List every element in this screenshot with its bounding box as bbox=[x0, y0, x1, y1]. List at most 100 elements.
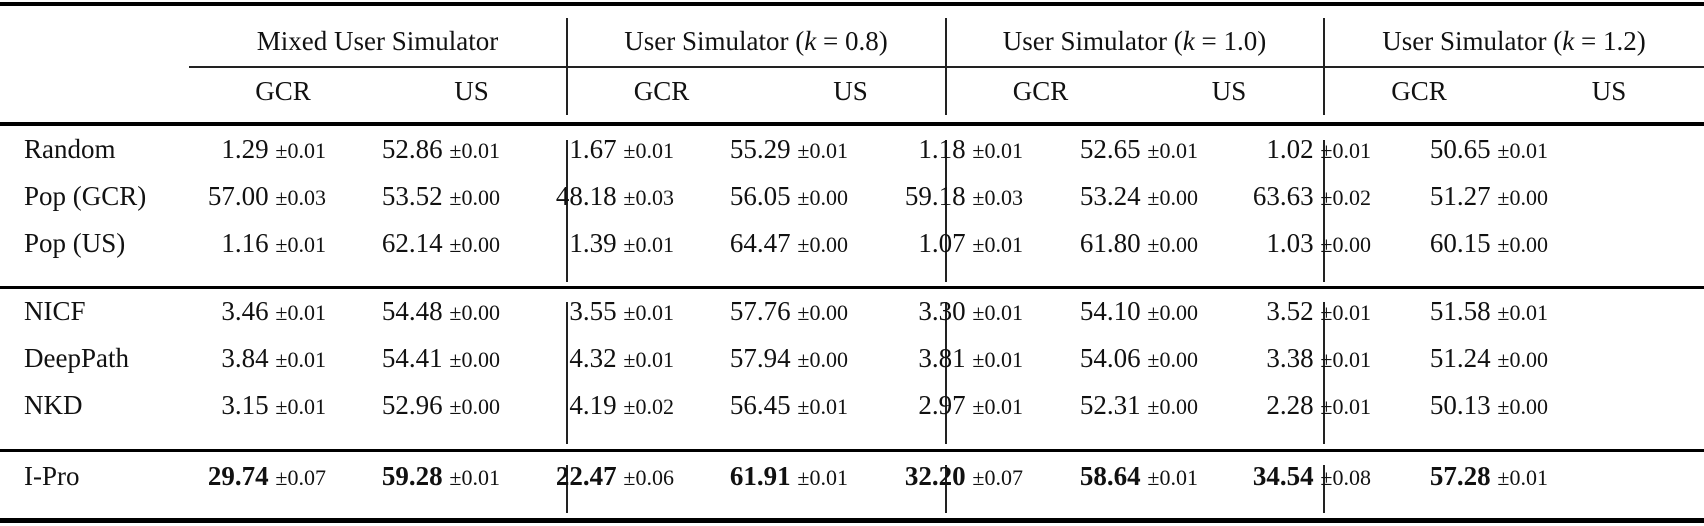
subheader-us: US bbox=[1591, 76, 1627, 106]
header-bottom-rule bbox=[0, 122, 1704, 126]
cell-value: 52.65 bbox=[1079, 134, 1141, 164]
method-label: DeepPath bbox=[24, 343, 129, 373]
cell-std: ±0.02 bbox=[623, 394, 674, 419]
cell-std: ±0.01 bbox=[623, 300, 674, 325]
cell-value: 22.47 bbox=[555, 461, 617, 491]
cell-value: 32.20 bbox=[904, 461, 966, 491]
cell-value: 3.38 bbox=[1266, 343, 1314, 373]
method-label: I-Pro bbox=[24, 461, 80, 491]
cell-value: 50.13 bbox=[1429, 390, 1491, 420]
table-cell: 4.19 ±0.02 bbox=[569, 389, 674, 423]
cell-value: 1.03 bbox=[1266, 228, 1314, 258]
cell-std: ±0.01 bbox=[1320, 138, 1371, 163]
cell-std: ±0.00 bbox=[1147, 185, 1198, 210]
table-cell: 1.67 ±0.01 bbox=[569, 133, 674, 167]
table-cell: 52.96 ±0.00 bbox=[382, 389, 500, 423]
cell-std: ±0.01 bbox=[1147, 465, 1198, 490]
cell-value: 57.00 bbox=[207, 181, 269, 211]
cell-value: 4.19 bbox=[569, 390, 617, 420]
cell-std: ±0.00 bbox=[449, 300, 500, 325]
section-rule-2 bbox=[0, 449, 1704, 452]
table-cell: 1.18 ±0.01 bbox=[918, 133, 1023, 167]
table-cell: 63.63 ±0.02 bbox=[1253, 180, 1371, 214]
cell-value: 53.52 bbox=[381, 181, 443, 211]
table-cell: 62.14 ±0.00 bbox=[382, 227, 500, 261]
table-cell: 57.28 ±0.01 bbox=[1430, 460, 1548, 494]
cell-std: ±0.01 bbox=[972, 347, 1023, 372]
table-cell: 55.29 ±0.01 bbox=[730, 133, 848, 167]
cell-value: 57.94 bbox=[729, 343, 791, 373]
cell-value: 52.86 bbox=[381, 134, 443, 164]
group-header-mixed: Mixed User Simulator bbox=[256, 26, 499, 56]
table-cell: 54.41 ±0.00 bbox=[382, 342, 500, 376]
cell-value: 58.64 bbox=[1079, 461, 1141, 491]
table-cell: 57.76 ±0.00 bbox=[730, 295, 848, 329]
table-cell: 48.18 ±0.03 bbox=[556, 180, 674, 214]
cell-std: ±0.01 bbox=[275, 347, 326, 372]
cell-value: 51.27 bbox=[1429, 181, 1491, 211]
cell-value: 3.55 bbox=[569, 296, 617, 326]
cell-std: ±0.03 bbox=[275, 185, 326, 210]
cell-value: 64.47 bbox=[729, 228, 791, 258]
table-cell: 50.65 ±0.01 bbox=[1430, 133, 1548, 167]
cell-value: 57.76 bbox=[729, 296, 791, 326]
cell-value: 52.96 bbox=[381, 390, 443, 420]
cell-value: 1.39 bbox=[569, 228, 617, 258]
cell-std: ±0.00 bbox=[1147, 394, 1198, 419]
table-cell: 1.07 ±0.01 bbox=[918, 227, 1023, 261]
cell-value: 3.30 bbox=[918, 296, 966, 326]
cell-value: 51.58 bbox=[1429, 296, 1491, 326]
cell-std: ±0.01 bbox=[1147, 138, 1198, 163]
top-rule bbox=[0, 2, 1704, 6]
cell-std: ±0.01 bbox=[797, 394, 848, 419]
cell-value: 1.67 bbox=[569, 134, 617, 164]
cell-value: 51.24 bbox=[1429, 343, 1491, 373]
cell-std: ±0.02 bbox=[1320, 185, 1371, 210]
cell-std: ±0.00 bbox=[1147, 232, 1198, 257]
cell-value: 29.74 bbox=[207, 461, 269, 491]
cell-std: ±0.01 bbox=[275, 394, 326, 419]
cell-std: ±0.06 bbox=[623, 465, 674, 490]
group-header-k12: User Simulator (k = 1.2) bbox=[1382, 26, 1646, 56]
table-cell: 3.55 ±0.01 bbox=[569, 295, 674, 329]
cell-std: ±0.03 bbox=[623, 185, 674, 210]
table-cell: 29.74 ±0.07 bbox=[208, 460, 326, 494]
table-cell: 52.65 ±0.01 bbox=[1080, 133, 1198, 167]
cell-std: ±0.00 bbox=[449, 185, 500, 210]
section-rule-1 bbox=[0, 286, 1704, 289]
cell-std: ±0.00 bbox=[449, 232, 500, 257]
cell-value: 57.28 bbox=[1429, 461, 1491, 491]
cell-std: ±0.01 bbox=[1320, 394, 1371, 419]
cell-value: 1.29 bbox=[221, 134, 269, 164]
subheader-gcr: GCR bbox=[255, 76, 311, 106]
cell-std: ±0.01 bbox=[972, 394, 1023, 419]
table-cell: 57.94 ±0.00 bbox=[730, 342, 848, 376]
cell-value: 34.54 bbox=[1252, 461, 1314, 491]
group-underline bbox=[189, 66, 1704, 68]
table-cell: 61.80 ±0.00 bbox=[1080, 227, 1198, 261]
table-cell: 56.05 ±0.00 bbox=[730, 180, 848, 214]
method-label: Pop (US) bbox=[24, 228, 126, 258]
cell-std: ±0.01 bbox=[972, 138, 1023, 163]
table-cell: 60.15 ±0.00 bbox=[1430, 227, 1548, 261]
table-cell: 54.48 ±0.00 bbox=[382, 295, 500, 329]
cell-value: 48.18 bbox=[555, 181, 617, 211]
table-cell: 1.29 ±0.01 bbox=[221, 133, 326, 167]
cell-std: ±0.01 bbox=[275, 300, 326, 325]
cell-value: 59.28 bbox=[381, 461, 443, 491]
cell-std: ±0.01 bbox=[1497, 465, 1548, 490]
table-cell: 2.97 ±0.01 bbox=[918, 389, 1023, 423]
table-cell: 1.03 ±0.00 bbox=[1266, 227, 1371, 261]
cell-value: 1.02 bbox=[1266, 134, 1314, 164]
cell-value: 59.18 bbox=[904, 181, 966, 211]
subheader-gcr: GCR bbox=[1391, 76, 1447, 106]
subheader-us: US bbox=[1211, 76, 1247, 106]
cell-value: 60.15 bbox=[1429, 228, 1491, 258]
cell-value: 52.31 bbox=[1079, 390, 1141, 420]
table-cell: 58.64 ±0.01 bbox=[1080, 460, 1198, 494]
cell-std: ±0.01 bbox=[1320, 300, 1371, 325]
cell-std: ±0.00 bbox=[797, 185, 848, 210]
table-cell: 3.38 ±0.01 bbox=[1266, 342, 1371, 376]
method-label: NICF bbox=[24, 296, 86, 326]
table-cell: 57.00 ±0.03 bbox=[208, 180, 326, 214]
